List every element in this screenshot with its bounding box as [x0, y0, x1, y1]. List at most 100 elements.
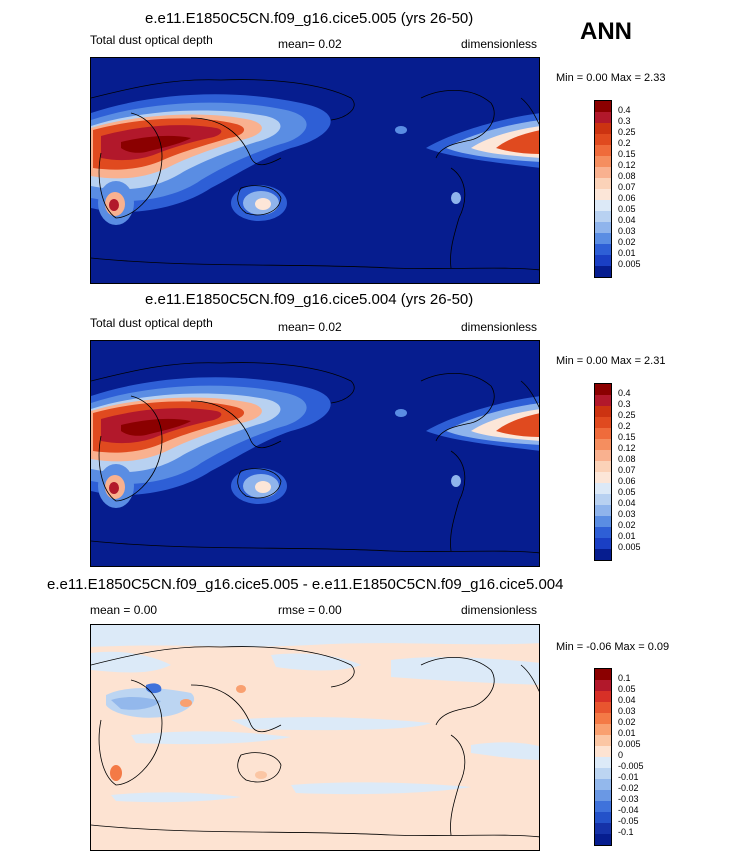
colorbar-label: 0.005	[618, 542, 641, 552]
colorbar-label: -0.02	[618, 783, 639, 793]
colorbar-label: 0.05	[618, 487, 636, 497]
panel2-variable-label: Total dust optical depth	[90, 316, 213, 330]
colorbar-label: 0.08	[618, 454, 636, 464]
colorbar-swatch	[595, 527, 611, 538]
panel3-units-label: dimensionless	[461, 603, 538, 617]
colorbar-label: 0.01	[618, 248, 636, 258]
colorbar-swatch	[595, 549, 611, 560]
colorbar-label: 0.12	[618, 443, 636, 453]
panel2-mean-label: mean= 0.02	[278, 320, 342, 334]
colorbar-label: 0.05	[618, 684, 636, 694]
colorbar-swatch	[595, 757, 611, 768]
colorbar-label: -0.04	[618, 805, 639, 815]
colorbar-label: 0.03	[618, 226, 636, 236]
colorbar-label: 0.01	[618, 728, 636, 738]
colorbar-label: 0.2	[618, 138, 631, 148]
colorbar-swatch	[595, 516, 611, 527]
colorbar-swatch	[595, 244, 611, 255]
colorbar-label: 0.15	[618, 149, 636, 159]
colorbar-label: 0.2	[618, 421, 631, 431]
colorbar-swatch	[595, 691, 611, 702]
colorbar-label: 0.4	[618, 388, 631, 398]
colorbar-label: 0.04	[618, 215, 636, 225]
colorbar-swatch	[595, 483, 611, 494]
colorbar-label: 0	[618, 750, 624, 760]
colorbar-label: 0.08	[618, 171, 636, 181]
colorbar-swatch	[595, 101, 611, 112]
colorbar-label: 0.04	[618, 695, 636, 705]
colorbar-swatch	[595, 255, 611, 266]
colorbar-label: 0.04	[618, 498, 636, 508]
colorbar-swatch	[595, 724, 611, 735]
season-label: ANN	[580, 18, 632, 45]
colorbar-swatch	[595, 134, 611, 145]
panel1-variable-label: Total dust optical depth	[90, 33, 213, 47]
colorbar-swatch	[595, 669, 611, 680]
panel1-map	[90, 57, 540, 284]
colorbar-swatch	[595, 702, 611, 713]
colorbar-swatch	[595, 801, 611, 812]
panel2-colorbar: 0.4 0.3 0.25 0.2 0.15 0.12 0.08 0.07 0.0…	[594, 383, 641, 561]
colorbar-swatch	[595, 145, 611, 156]
colorbar-label: 0.02	[618, 237, 636, 247]
panel1-title: e.e11.E1850C5CN.f09_g16.cice5.005 (yrs 2…	[145, 10, 474, 27]
colorbar-swatch	[595, 384, 611, 395]
colorbar-swatch	[595, 768, 611, 779]
panel2-title: e.e11.E1850C5CN.f09_g16.cice5.004 (yrs 2…	[145, 291, 474, 308]
colorbar-swatch	[595, 439, 611, 450]
panel3-colorbar: 0.1 0.05 0.04 0.03 0.02 0.01 0.005 0 -0.…	[594, 668, 644, 846]
panel3-colorbar-swatches	[594, 668, 612, 846]
colorbar-label: 0.06	[618, 476, 636, 486]
colorbar-label: 0.005	[618, 259, 641, 269]
colorbar-swatch	[595, 200, 611, 211]
colorbar-label: 0.06	[618, 193, 636, 203]
colorbar-label: 0.25	[618, 127, 636, 137]
panel2-units-label: dimensionless	[461, 320, 538, 334]
panel1-colorbar-swatches	[594, 100, 612, 278]
panel1-minmax: Min = 0.00 Max = 2.33	[556, 72, 666, 84]
colorbar-label: 0.02	[618, 717, 636, 727]
colorbar-label: 0.05	[618, 204, 636, 214]
colorbar-swatch	[595, 450, 611, 461]
colorbar-swatch	[595, 494, 611, 505]
colorbar-swatch	[595, 834, 611, 845]
panel2-minmax: Min = 0.00 Max = 2.31	[556, 355, 666, 367]
colorbar-swatch	[595, 167, 611, 178]
panel1-mean-label: mean= 0.02	[278, 37, 342, 51]
colorbar-label: 0.07	[618, 465, 636, 475]
colorbar-label: -0.1	[618, 827, 634, 837]
panel2-map	[90, 340, 540, 567]
panel3-map	[90, 624, 540, 851]
colorbar-swatch	[595, 211, 611, 222]
colorbar-swatch	[595, 680, 611, 691]
panel3-minmax: Min = -0.06 Max = 0.09	[556, 641, 670, 653]
colorbar-label: 0.15	[618, 432, 636, 442]
colorbar-label: 0.4	[618, 105, 631, 115]
panel3-mean-label: mean = 0.00	[90, 603, 158, 617]
colorbar-swatch	[595, 156, 611, 167]
colorbar-swatch	[595, 713, 611, 724]
colorbar-swatch	[595, 779, 611, 790]
colorbar-label: -0.01	[618, 772, 639, 782]
colorbar-swatch	[595, 112, 611, 123]
colorbar-label: 0.03	[618, 706, 636, 716]
colorbar-swatch	[595, 266, 611, 277]
colorbar-label: 0.01	[618, 531, 636, 541]
colorbar-swatch	[595, 178, 611, 189]
colorbar-label: 0.25	[618, 410, 636, 420]
colorbar-swatch	[595, 735, 611, 746]
colorbar-label: -0.005	[618, 761, 644, 771]
panel3-title: e.e11.E1850C5CN.f09_g16.cice5.005 - e.e1…	[47, 576, 564, 593]
colorbar-label: 0.005	[618, 739, 641, 749]
colorbar-swatch	[595, 189, 611, 200]
colorbar-label: 0.03	[618, 509, 636, 519]
colorbar-label: 0.02	[618, 520, 636, 530]
colorbar-swatch	[595, 233, 611, 244]
panel1-colorbar: 0.4 0.3 0.25 0.2 0.15 0.12 0.08 0.07 0.0…	[594, 100, 641, 278]
colorbar-swatch	[595, 505, 611, 516]
colorbar-swatch	[595, 222, 611, 233]
colorbar-label: 0.3	[618, 116, 631, 126]
colorbar-label: 0.12	[618, 160, 636, 170]
colorbar-label: -0.03	[618, 794, 639, 804]
colorbar-swatch	[595, 823, 611, 834]
